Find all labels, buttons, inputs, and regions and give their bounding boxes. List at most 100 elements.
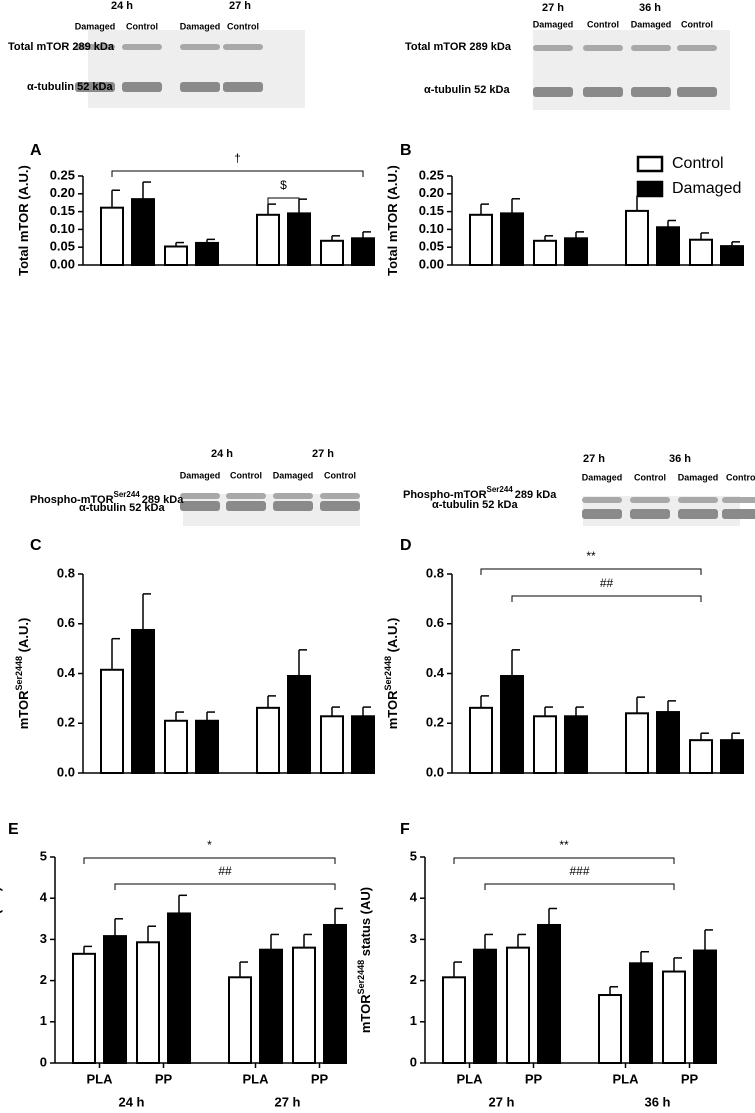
blot-row-label: Total mTOR 289 kDa: [8, 41, 115, 53]
y-axis-label: mTORSer2448 status (AU): [0, 887, 3, 1033]
bar: [689, 739, 713, 774]
panel-label: D: [400, 537, 412, 554]
blot-row-text: Total mTOR 289 kDa: [405, 41, 512, 53]
blot-row-text: α-tubulin 52 kDa: [27, 81, 113, 93]
blot-row-text: α-tubulin 52 kDa: [79, 502, 165, 514]
blot-lane-label: Control: [681, 19, 713, 29]
blot-band: [122, 82, 162, 92]
x-tick-label: PP: [311, 1071, 329, 1086]
blot-band: [320, 501, 360, 511]
y-tick-label: 1: [410, 1013, 417, 1028]
bar: [195, 719, 219, 775]
y-label-sup: Ser2448: [14, 656, 24, 691]
blot-band: [677, 45, 717, 51]
y-tick-label: 0: [410, 1054, 417, 1069]
significance-label: ##: [600, 576, 614, 590]
blot-band: [273, 493, 313, 499]
y-tick-label: 0.8: [57, 565, 75, 580]
blot-time-label: 36 h: [639, 2, 661, 14]
blot-lane-label: Damaged: [582, 472, 623, 482]
y-tick-label: 0.00: [419, 256, 444, 271]
x-tick-label: PP: [681, 1071, 699, 1086]
y-tick-label: 5: [410, 848, 417, 863]
bar: [473, 948, 497, 1065]
blot-row-label: Phospho-mTORSer244 289 kDa: [30, 490, 184, 506]
y-tick-label: 0.10: [50, 221, 75, 236]
significance-label: $: [280, 178, 287, 192]
y-label-text: mTOR: [385, 690, 400, 729]
blot-row-label: α-tubulin 52 kDa: [424, 84, 510, 96]
group-label: 27 h: [488, 1094, 514, 1109]
significance-label: ##: [218, 864, 232, 878]
blot-time-label: 27 h: [583, 453, 605, 465]
blot-band: [533, 87, 573, 97]
blot-row-label: α-tubulin 52 kDa: [432, 499, 518, 511]
blot-band: [722, 497, 755, 503]
y-tick-label: 0.25: [50, 167, 75, 182]
legend-swatch: [636, 180, 664, 198]
y-axis-label: Total mTOR (A.U.): [385, 165, 400, 276]
blot-band: [180, 501, 220, 511]
blot-band: [630, 497, 670, 503]
y-tick-label: 1: [40, 1013, 47, 1028]
bar: [103, 935, 127, 1064]
bar: [533, 715, 557, 774]
significance-bracket: [267, 197, 300, 204]
bar: [195, 241, 219, 266]
blot-row-text: Phospho-mTOR: [30, 494, 114, 506]
significance-bracket: [114, 883, 336, 890]
blot-band: [678, 497, 718, 503]
blot-band: [678, 509, 718, 519]
significance-bracket: [480, 568, 702, 575]
bar: [287, 674, 311, 774]
blot-band: [226, 493, 266, 499]
y-tick-label: 0: [40, 1054, 47, 1069]
blot-row-text: Total mTOR 289 kDa: [8, 41, 115, 53]
legend-label: Damaged: [672, 180, 741, 197]
blot-band: [630, 509, 670, 519]
blot-band: [75, 44, 115, 50]
bar: [442, 976, 466, 1065]
blot-band: [223, 82, 263, 92]
bar: [469, 706, 493, 775]
blot-band: [180, 44, 220, 50]
panel-label: A: [30, 142, 42, 159]
y-tick-label: 3: [40, 931, 47, 946]
bar: [656, 711, 680, 775]
significance-bracket: [511, 595, 702, 602]
y-tick-label: 0.6: [57, 615, 75, 630]
bar: [287, 212, 311, 267]
blot-lane-label: Damaged: [533, 19, 574, 29]
group-label: 24 h: [118, 1094, 144, 1109]
blot-band: [223, 44, 263, 50]
blot-band: [583, 87, 623, 97]
blot-lane-label: Damaged: [180, 470, 221, 480]
blot-row-label: α-tubulin 52 kDa: [79, 502, 165, 514]
blot-lane-label: Control: [227, 21, 259, 31]
y-tick-label: 0.0: [57, 764, 75, 779]
blot-time-label: 36 h: [669, 453, 691, 465]
bar: [164, 245, 188, 267]
y-label-suffix: status (AU): [0, 887, 3, 960]
blot-lane-label: Control: [634, 472, 666, 482]
bar: [100, 668, 124, 774]
blot-band: [677, 87, 717, 97]
significance-label: ###: [569, 864, 589, 878]
blot-band: [631, 87, 671, 97]
x-tick-label: PLA: [457, 1071, 484, 1086]
blot-band: [180, 82, 220, 92]
bar: [625, 209, 649, 266]
y-label-text: Total mTOR (A.U.): [385, 165, 400, 276]
blot-band: [75, 82, 115, 92]
y-axis-label: mTORSer2448 (A.U.): [383, 618, 400, 730]
y-tick-label: 0.00: [50, 256, 75, 271]
bar: [537, 923, 561, 1064]
y-tick-label: 0.25: [419, 167, 444, 182]
y-label-sup: Ser2448: [383, 656, 393, 691]
blot-image: [533, 30, 730, 110]
blot-lane-label: Control: [726, 472, 755, 482]
blot-row-label: Total mTOR 289 kDa: [405, 41, 512, 53]
bar: [629, 962, 653, 1065]
bar: [564, 237, 588, 267]
